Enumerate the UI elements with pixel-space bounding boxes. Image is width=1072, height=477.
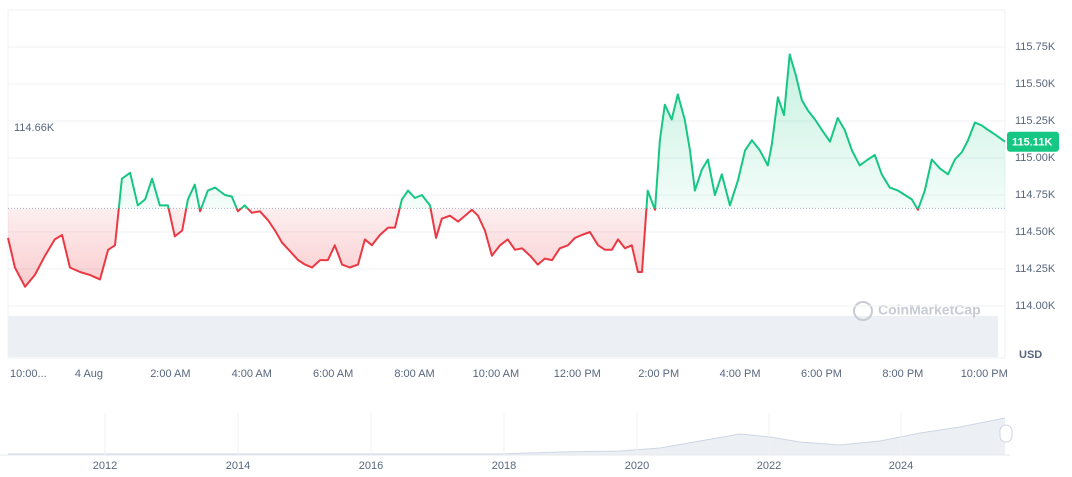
x-tick-label: 12:00 PM xyxy=(554,368,601,380)
y-tick-label: 114.00K xyxy=(1015,300,1056,312)
navigator-year-label: 2016 xyxy=(359,460,383,472)
x-tick-label: 10:00 PM xyxy=(961,368,1008,380)
x-tick-label: 8:00 PM xyxy=(882,368,923,380)
y-tick-label: 115.00K xyxy=(1015,152,1056,164)
baseline-label: 114.66K xyxy=(14,122,55,134)
navigator-year-label: 2018 xyxy=(492,460,516,472)
x-tick-label: 10:00... xyxy=(10,368,47,380)
y-tick-label: 115.50K xyxy=(1015,78,1056,90)
navigator-year-label: 2024 xyxy=(889,460,913,472)
y-tick-label: 114.25K xyxy=(1015,263,1056,275)
navigator-year-label: 2012 xyxy=(93,460,117,472)
x-tick-label: 4:00 AM xyxy=(232,368,272,380)
area xyxy=(8,54,1005,287)
current-price-label: 115.11K xyxy=(1012,137,1052,149)
x-tick-label: 8:00 AM xyxy=(394,368,434,380)
y-tick-label: 115.25K xyxy=(1015,115,1056,127)
x-tick-label: 2:00 AM xyxy=(150,368,190,380)
y-tick-label: 114.50K xyxy=(1015,226,1056,238)
y-tick-label: 114.75K xyxy=(1015,189,1056,201)
watermark-text: CoinMarketCap xyxy=(878,302,981,318)
navigator-year-label: 2020 xyxy=(625,460,649,472)
currency-label: USD xyxy=(1019,349,1042,361)
x-tick-label: 2:00 PM xyxy=(638,368,679,380)
navigator xyxy=(0,413,1013,456)
y-tick-label: 115.75K xyxy=(1015,41,1056,53)
x-tick-label: 4 Aug xyxy=(75,368,103,380)
x-tick-label: 6:00 AM xyxy=(313,368,353,380)
price-line xyxy=(7,53,1006,288)
x-tick-label: 10:00 AM xyxy=(473,368,519,380)
volume-band xyxy=(8,316,998,357)
navigator-year-label: 2014 xyxy=(226,460,250,472)
navigator-year-label: 2022 xyxy=(757,460,781,472)
x-tick-label: 4:00 PM xyxy=(720,368,761,380)
current-price-badge xyxy=(1007,131,1059,152)
x-tick-label: 6:00 PM xyxy=(801,368,842,380)
